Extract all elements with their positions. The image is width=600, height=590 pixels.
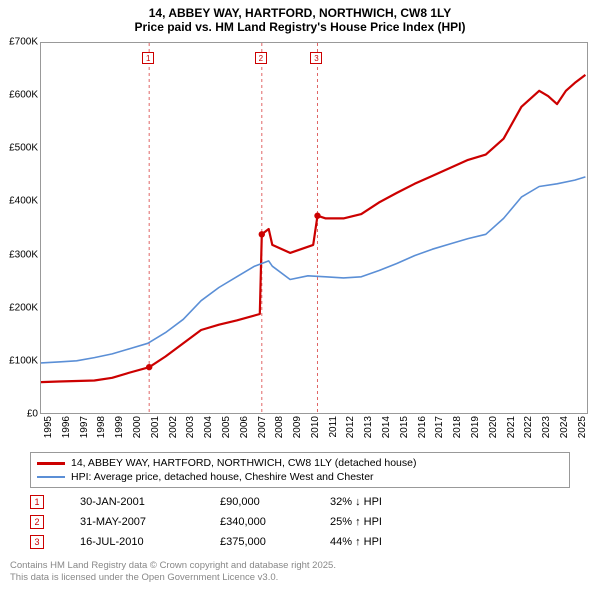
x-tick-label: 2017 [434,416,445,446]
marker-table-row: 2 31-MAY-2007£340,00025% ↑ HPI [30,512,430,532]
marker-pct: 25% ↑ HPI [330,516,430,528]
marker-number-box: 2 [30,515,44,529]
legend-row: 14, ABBEY WAY, HARTFORD, NORTHWICH, CW8 … [37,456,563,470]
legend-swatch [37,476,65,479]
marker-pct: 32% ↓ HPI [330,496,430,508]
y-tick-label: £400K [9,196,38,207]
x-tick-label: 2024 [559,416,570,446]
x-tick-label: 1998 [96,416,107,446]
x-tick-label: 2014 [381,416,392,446]
marker-date: 30-JAN-2001 [80,496,220,508]
legend: 14, ABBEY WAY, HARTFORD, NORTHWICH, CW8 … [30,452,570,488]
y-tick-label: £300K [9,249,38,260]
x-tick-label: 2015 [399,416,410,446]
x-tick-label: 2000 [132,416,143,446]
y-tick-label: £500K [9,143,38,154]
y-tick-label: £200K [9,302,38,313]
marker-number-box: 3 [30,535,44,549]
x-tick-label: 2021 [506,416,517,446]
marker-date: 31-MAY-2007 [80,516,220,528]
footer-attribution: Contains HM Land Registry data © Crown c… [10,560,336,584]
legend-row: HPI: Average price, detached house, Ches… [37,470,563,484]
x-tick-label: 2001 [150,416,161,446]
marker-price: £340,000 [220,516,330,528]
x-tick-label: 2019 [470,416,481,446]
x-tick-label: 2023 [541,416,552,446]
y-tick-label: £600K [9,90,38,101]
x-tick-label: 1995 [43,416,54,446]
x-tick-label: 2025 [577,416,588,446]
chart-plot-area [40,42,588,414]
x-tick-label: 2002 [168,416,179,446]
y-tick-label: £700K [9,37,38,48]
x-tick-label: 2008 [274,416,285,446]
x-tick-label: 1999 [114,416,125,446]
x-tick-label: 2011 [328,416,339,446]
x-tick-label: 1997 [79,416,90,446]
x-tick-label: 2003 [185,416,196,446]
y-tick-label: £100K [9,355,38,366]
title-line-1: 14, ABBEY WAY, HARTFORD, NORTHWICH, CW8 … [10,6,590,20]
marker-table-row: 1 30-JAN-2001£90,00032% ↓ HPI [30,492,430,512]
chart-vmarker-number: 2 [255,52,267,64]
marker-pct: 44% ↑ HPI [330,536,430,548]
footer-line-1: Contains HM Land Registry data © Crown c… [10,560,336,572]
marker-number-box: 1 [30,495,44,509]
footer-line-2: This data is licensed under the Open Gov… [10,572,336,584]
x-tick-label: 2010 [310,416,321,446]
chart-title-block: 14, ABBEY WAY, HARTFORD, NORTHWICH, CW8 … [0,0,600,36]
legend-label: HPI: Average price, detached house, Ches… [71,471,374,483]
x-tick-label: 2007 [257,416,268,446]
title-line-2: Price paid vs. HM Land Registry's House … [10,20,590,34]
x-tick-label: 2013 [363,416,374,446]
x-tick-label: 2018 [452,416,463,446]
x-tick-label: 2022 [523,416,534,446]
y-tick-label: £0 [27,409,38,420]
marker-date: 16-JUL-2010 [80,536,220,548]
chart-vmarker-number: 3 [310,52,322,64]
x-tick-label: 2012 [345,416,356,446]
marker-price: £375,000 [220,536,330,548]
sales-marker-table: 1 30-JAN-2001£90,00032% ↓ HPI 2 31-MAY-2007… [30,492,430,552]
legend-label: 14, ABBEY WAY, HARTFORD, NORTHWICH, CW8 … [71,457,416,469]
x-tick-label: 2005 [221,416,232,446]
x-tick-label: 2016 [417,416,428,446]
x-tick-label: 2020 [488,416,499,446]
x-tick-label: 2004 [203,416,214,446]
x-tick-label: 1996 [61,416,72,446]
chart-vmarker-number: 1 [142,52,154,64]
legend-swatch [37,462,65,465]
marker-price: £90,000 [220,496,330,508]
marker-table-row: 3 16-JUL-2010£375,00044% ↑ HPI [30,532,430,552]
chart-svg [41,43,589,415]
x-tick-label: 2009 [292,416,303,446]
x-tick-label: 2006 [239,416,250,446]
